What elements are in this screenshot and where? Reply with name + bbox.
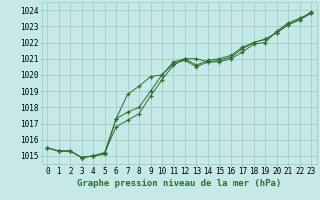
X-axis label: Graphe pression niveau de la mer (hPa): Graphe pression niveau de la mer (hPa) (77, 179, 281, 188)
